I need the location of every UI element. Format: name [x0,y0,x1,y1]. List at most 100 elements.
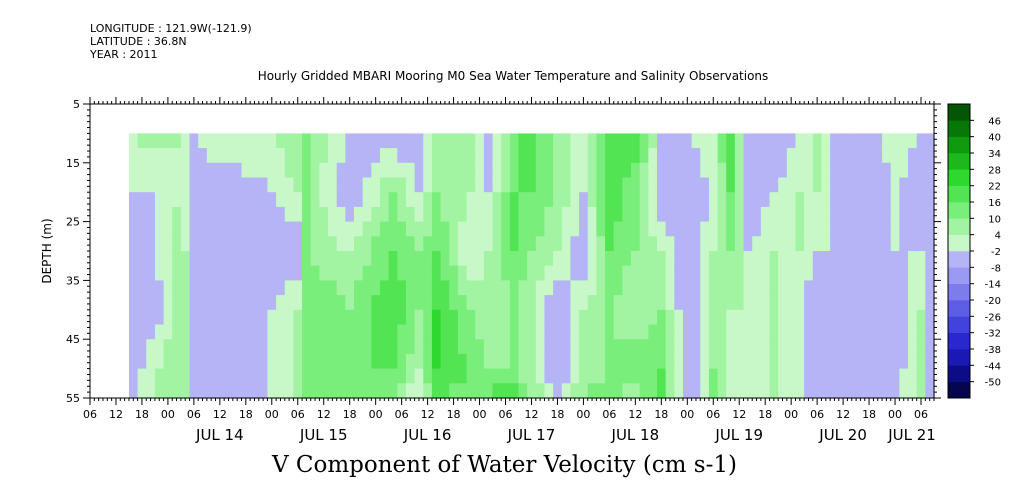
heatmap-cell [674,251,684,267]
heatmap-cell [847,148,857,164]
heatmap-cell [405,206,416,223]
heatmap-cell [128,177,139,193]
heatmap-cell [397,353,407,370]
heatmap-cell [734,162,745,179]
heatmap-cell [397,383,407,399]
heatmap-cell [743,206,753,223]
heatmap-cell [128,309,139,326]
heatmap-cell [224,383,234,399]
heatmap-cell [276,368,286,384]
heatmap-cell [224,236,234,252]
heatmap-cell [293,251,303,267]
heatmap-cell [873,221,883,237]
heatmap-cell [449,133,459,149]
heatmap-cell [908,295,918,311]
heatmap-cell [743,339,753,355]
heatmap-cell [224,148,234,164]
heatmap-cell [163,309,173,326]
x-tick-label: 00 [369,408,383,421]
heatmap-cell [250,353,260,370]
heatmap-cell [838,339,849,355]
heatmap-cell [414,221,424,237]
heatmap-cell [397,206,407,223]
heatmap-cell [293,148,303,164]
colorbar-label: -32 [985,329,1001,340]
heatmap-cell [457,339,468,355]
heatmap-cell [916,148,926,164]
heatmap-cell [172,280,182,296]
heatmap-cell [284,368,295,384]
heatmap-cell [440,221,450,237]
heatmap-cell [622,324,632,340]
heatmap-cell [354,295,364,311]
heatmap-cell [613,192,623,208]
heatmap-cell [760,251,771,267]
x-tick-label: 12 [732,408,746,421]
heatmap-cell [423,309,433,326]
heatmap-cell [873,339,883,355]
heatmap-cell [215,280,225,296]
heatmap-cell [821,148,831,164]
heatmap-cell [509,309,520,326]
heatmap-cell [154,280,165,296]
heatmap-cell [371,251,381,267]
heatmap-cell [864,162,875,179]
heatmap-cell [648,368,658,384]
heatmap-cell [180,177,191,193]
heatmap-cell [717,295,727,311]
heatmap-cell [700,339,710,355]
heatmap-cell [691,324,701,340]
heatmap-cell [492,353,502,370]
heatmap-cell [708,339,719,355]
heatmap-cell [570,295,580,311]
heatmap-cell [752,295,762,311]
heatmap-cell [319,192,329,208]
heatmap-cell [648,280,658,296]
heatmap-cell [734,309,745,326]
heatmap-cell [752,221,762,237]
heatmap-cell [708,353,719,370]
heatmap-cell [561,251,572,267]
heatmap-cell [656,177,667,193]
heatmap-cell [232,177,243,193]
heatmap-cell [224,368,234,384]
heatmap-cell [786,368,797,384]
heatmap-cell [198,148,208,164]
heatmap-cell [128,133,139,149]
heatmap-cell [172,177,182,193]
heatmap-cell [812,295,823,311]
heatmap-cell [821,221,831,237]
heatmap-cell [882,280,892,296]
heatmap-cell [648,265,658,281]
heatmap-cell [899,324,909,340]
heatmap-cell [656,324,667,340]
heatmap-cell [752,148,762,164]
heatmap-cell [786,192,797,208]
heatmap-cell [345,280,355,296]
heatmap-cell [804,339,814,355]
heatmap-cell [319,177,329,193]
heatmap-cell [397,162,407,179]
heatmap-cell [674,383,684,399]
heatmap-cell [397,309,407,326]
heatmap-cell [613,177,623,193]
heatmap-cell [656,353,667,370]
heatmap-cell [466,383,476,399]
heatmap-cell [596,162,606,179]
heatmap-cell [786,133,797,149]
heatmap-cell [172,192,182,208]
heatmap-cell [457,383,468,399]
heatmap-cell [276,206,286,223]
heatmap-cell [475,353,485,370]
heatmap-cell [873,383,883,399]
heatmap-cell [631,383,641,399]
heatmap-cell [154,295,165,311]
heatmap-cell [457,265,468,281]
heatmap-cell [431,177,442,193]
heatmap-cell [882,236,892,252]
heatmap-cell [241,295,251,311]
heatmap-cell [648,206,658,223]
heatmap-cell [622,133,632,149]
heatmap-cell [154,251,165,267]
heatmap-cell [743,251,753,267]
